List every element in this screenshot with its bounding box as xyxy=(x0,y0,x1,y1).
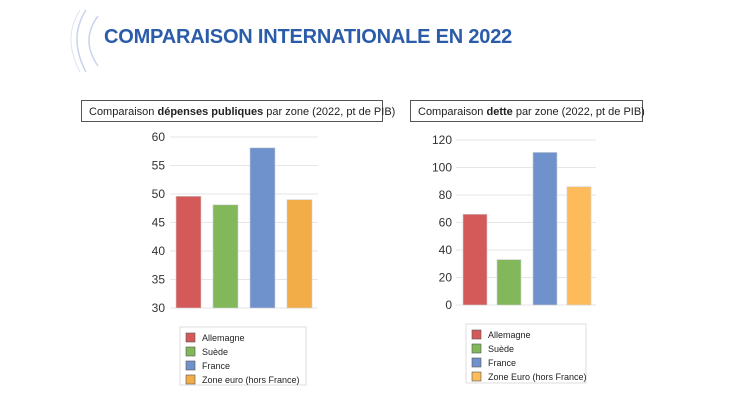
legend-label: Suède xyxy=(488,344,514,354)
y-tick-label: 40 xyxy=(439,243,453,257)
y-tick-label: 50 xyxy=(152,187,166,201)
chart-title-depenses: Comparaison dépenses publiques par zone … xyxy=(81,100,395,122)
y-tick-label: 100 xyxy=(432,161,452,175)
bar-zone-euro-hors-france- xyxy=(286,199,313,309)
y-tick-label: 55 xyxy=(152,159,166,173)
y-tick-label: 35 xyxy=(152,273,166,287)
y-tick-label: 0 xyxy=(445,298,452,312)
chart-title-bold: dépenses publiques xyxy=(157,106,264,118)
legend-label: Suède xyxy=(202,347,228,357)
legend xyxy=(465,323,587,384)
legend-swatch xyxy=(185,374,196,385)
bar-su-de xyxy=(496,259,522,306)
chart-title-bold: dette xyxy=(486,106,513,118)
chart-title-text: par zone (2022, pt de PIB) xyxy=(263,106,396,118)
legend-swatch xyxy=(471,329,482,340)
legend-label: France xyxy=(488,358,516,368)
y-tick-label: 80 xyxy=(439,188,453,202)
chart-title-text: par zone (2022, pt de PIB) xyxy=(512,106,645,118)
bar-france xyxy=(532,152,558,306)
bar-allemagne xyxy=(462,213,488,306)
bar-zone-euro-hors-france- xyxy=(566,186,592,306)
bar-allemagne xyxy=(175,195,202,309)
y-tick-label: 120 xyxy=(432,133,452,147)
legend-swatch xyxy=(471,357,482,368)
y-tick-label: 60 xyxy=(152,130,166,144)
bar-france xyxy=(249,147,276,309)
y-tick-label: 45 xyxy=(152,216,166,230)
chart-title-text: Comparaison xyxy=(418,106,487,118)
y-tick-label: 30 xyxy=(152,301,166,315)
chart-title-dette: Comparaison dette par zone (2022, pt de … xyxy=(410,100,645,122)
legend-label: Allemagne xyxy=(202,333,245,343)
legend-swatch xyxy=(185,346,196,357)
y-tick-label: 20 xyxy=(439,271,453,285)
bracket-logo-icon xyxy=(70,9,99,73)
legend-swatch xyxy=(471,371,482,382)
bar-su-de xyxy=(212,204,239,309)
page-title: COMPARAISON INTERNATIONALE EN 2022 xyxy=(104,26,513,48)
legend-label: France xyxy=(202,361,230,371)
legend-label: Zone euro (hors France) xyxy=(202,375,300,385)
y-tick-label: 60 xyxy=(439,216,453,230)
legend-swatch xyxy=(185,360,196,371)
legend xyxy=(179,326,307,386)
y-tick-label: 40 xyxy=(152,244,166,258)
chart-title-text: Comparaison xyxy=(89,106,158,118)
legend-label: Allemagne xyxy=(488,330,531,340)
legend-swatch xyxy=(471,343,482,354)
legend-swatch xyxy=(185,332,196,343)
legend-label: Zone Euro (hors France) xyxy=(488,372,587,382)
